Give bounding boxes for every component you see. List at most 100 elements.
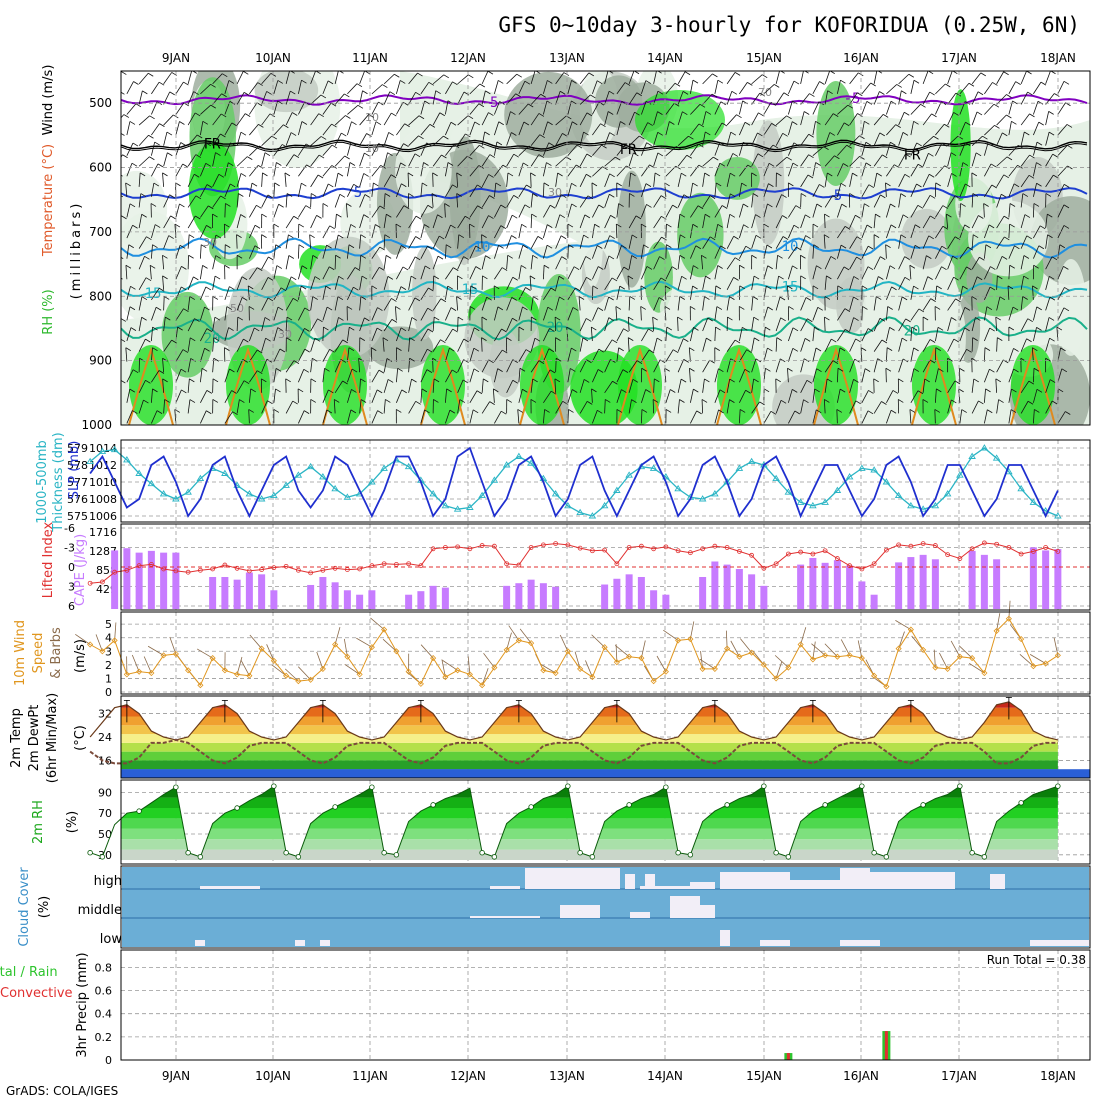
- wind-barb-flag: [106, 307, 111, 310]
- wind-barb: [200, 163, 207, 177]
- wind-barb-flag: [962, 162, 969, 166]
- wind-barb: [469, 266, 477, 280]
- wind-barb: [837, 308, 846, 321]
- wind-barb: [432, 255, 439, 270]
- wind-barb-flag: [396, 409, 402, 413]
- wind-panel: [120, 611, 1091, 695]
- wind-barb-flag: [980, 72, 986, 77]
- wind-barb-flag: [513, 153, 519, 158]
- wind-barb: [163, 317, 166, 332]
- wind-barb-flag: [473, 347, 480, 352]
- wind-barb-flag: [1033, 203, 1040, 207]
- rh-point: [528, 804, 534, 810]
- wind-barb-flag: [1033, 264, 1039, 269]
- wind-barb: [506, 93, 516, 105]
- wind-barb: [1032, 285, 1034, 300]
- cape-bar: [135, 552, 143, 609]
- wind-barb-flag: [987, 141, 994, 146]
- wind-barb-flag: [424, 224, 430, 228]
- wind-barb: [285, 132, 292, 146]
- wind-barb: [935, 123, 945, 136]
- wind-barb-flag: [819, 81, 825, 85]
- cape-bar: [417, 591, 425, 609]
- wind-barb: [959, 82, 970, 95]
- wind-barb: [616, 203, 619, 218]
- cloud-block: [700, 905, 715, 918]
- wind-barb: [1057, 411, 1066, 424]
- wind-speed-point: [907, 626, 914, 633]
- wind-barb: [175, 121, 180, 136]
- wind-barb: [996, 194, 1002, 208]
- wind-barb: [518, 389, 523, 403]
- wind-barb: [236, 113, 246, 126]
- wind-barb: [616, 328, 624, 342]
- wind-barb: [898, 214, 904, 229]
- wind-barb-flag: [713, 156, 719, 161]
- wind-barb: [836, 183, 842, 197]
- wind-barb-flag: [152, 388, 158, 393]
- wind-barb: [518, 287, 526, 301]
- wind-barb-flag: [165, 316, 171, 321]
- wind-barb-flag: [555, 357, 562, 362]
- wind-barb-flag: [609, 132, 615, 136]
- surface-wind-barb: [800, 627, 807, 645]
- cape-bar: [907, 557, 915, 609]
- wind-barb: [555, 256, 563, 270]
- wind-barb-flag: [672, 204, 678, 209]
- wind-barb-flag: [114, 399, 119, 402]
- wind-barb: [420, 124, 431, 136]
- wind-barb: [640, 80, 647, 94]
- li-point: [981, 540, 987, 546]
- wind-barb: [812, 244, 815, 259]
- wind-barb-flag: [877, 358, 883, 362]
- wind-barb: [788, 225, 795, 239]
- wind-barb: [996, 399, 999, 414]
- wind-barb: [983, 244, 987, 259]
- cloud-block: [560, 905, 600, 918]
- wind-barb: [592, 101, 600, 115]
- wind-barb-flag: [684, 71, 691, 76]
- wind-barb: [1020, 275, 1025, 290]
- rh-tick-label: 90: [98, 786, 112, 799]
- wind-barb-flag: [701, 399, 708, 403]
- wind-barb-flag: [732, 153, 739, 157]
- wind-barb-flag: [547, 224, 553, 228]
- wind-barb-flag: [348, 244, 355, 249]
- wind-barb-flag: [225, 244, 231, 248]
- wind-barb: [579, 318, 587, 332]
- wind-barb-flag: [498, 80, 504, 84]
- wind-barb-flag: [560, 194, 567, 198]
- wind-barb-flag: [640, 285, 647, 290]
- wind-barb-flag: [437, 214, 443, 219]
- wind-barb-flag: [612, 380, 618, 385]
- wind-barb: [885, 347, 888, 362]
- rh-point: [773, 850, 779, 856]
- wind-barb: [347, 184, 355, 198]
- wind-speed-point: [650, 678, 657, 685]
- wind-barb: [383, 319, 393, 332]
- wind-barb-flag: [946, 213, 952, 218]
- cloud-block: [690, 882, 715, 889]
- wind-barb-flag: [1067, 144, 1073, 149]
- wind-barb-flag: [763, 223, 769, 228]
- cape-bar: [1054, 549, 1062, 609]
- wind-barb: [236, 214, 241, 229]
- wind-barb-flag: [752, 193, 759, 197]
- temp-contour-label: 20: [204, 331, 221, 347]
- wind-barb: [909, 265, 912, 280]
- thickness-point: [588, 512, 597, 519]
- temp-ylabel-2: 2m DewPt: [27, 705, 42, 772]
- wind-barb-flag: [751, 254, 757, 259]
- wind-barb-flag: [823, 146, 829, 150]
- wind-barb-flag: [745, 389, 751, 394]
- wind-barb-flag: [382, 84, 388, 88]
- wind-barb: [702, 378, 705, 393]
- wind-barb: [481, 255, 486, 270]
- wind-barb-flag: [929, 359, 936, 364]
- wind-barb-flag: [1022, 193, 1029, 197]
- wind-barb: [248, 183, 253, 197]
- wind-barb-flag: [758, 112, 764, 117]
- wind-barb-flag: [259, 145, 265, 150]
- wind-barb: [627, 275, 630, 290]
- wind-barb-flag: [363, 214, 369, 218]
